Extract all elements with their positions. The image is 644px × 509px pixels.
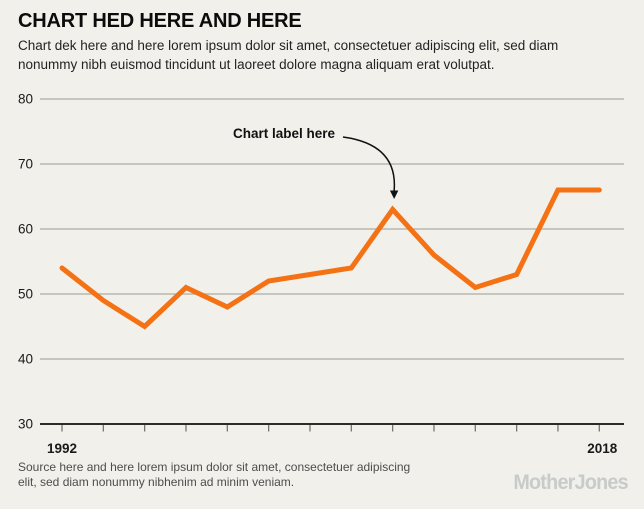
page-title: CHART HED HERE AND HERE: [18, 10, 302, 32]
y-tick-label: 60: [18, 222, 33, 237]
y-tick-label: 50: [18, 287, 33, 302]
y-tick-label: 70: [18, 157, 33, 172]
y-tick-label: 80: [18, 92, 33, 107]
y-tick-label: 30: [18, 417, 33, 432]
motherjones-logo: MotherJones: [513, 471, 628, 494]
chart-dek: Chart dek here and here lorem ipsum dolo…: [18, 38, 559, 73]
source-note: Source here and here lorem ipsum dolor s…: [18, 460, 411, 490]
x-tick-label: 2018: [587, 441, 618, 456]
y-tick-label: 40: [18, 352, 33, 367]
x-tick-label: 1992: [47, 441, 77, 456]
chart-annotation-label: Chart label here: [233, 126, 336, 141]
data-line: [59, 187, 602, 330]
annotation-arrowhead: [389, 190, 399, 199]
annotation-arrow: [342, 136, 396, 191]
